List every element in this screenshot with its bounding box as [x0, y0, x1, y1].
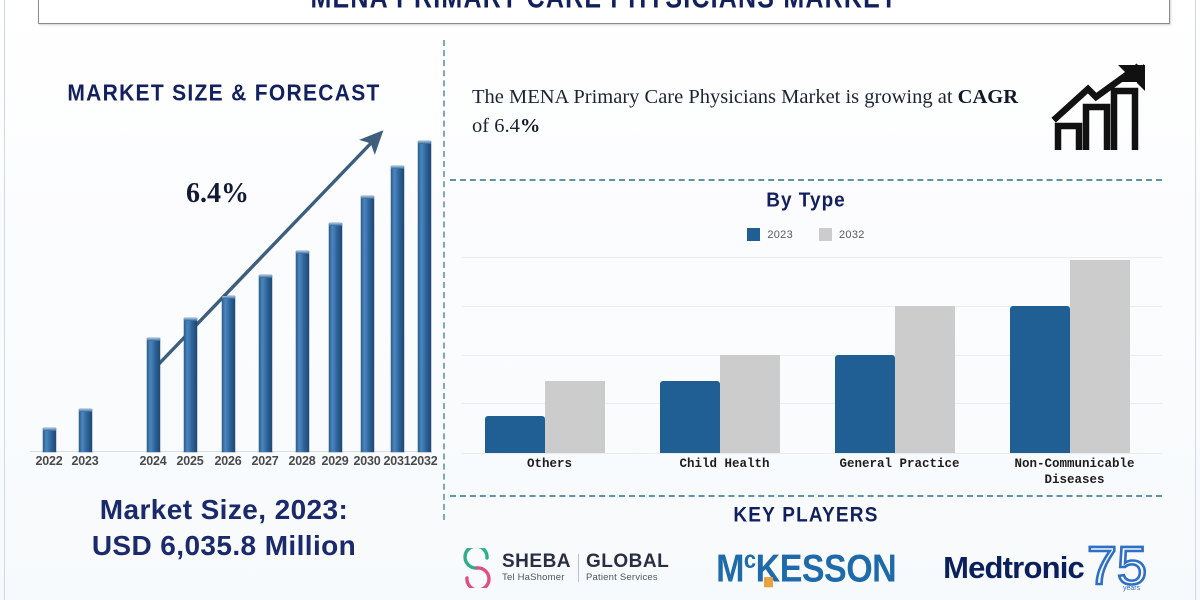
cagr-statement: The MENA Primary Care Physicians Market …	[472, 83, 1032, 141]
global-name: GLOBAL	[586, 551, 670, 572]
by-type-chart	[462, 248, 1162, 454]
sheba-tagline: Tel HaShomer	[502, 572, 565, 583]
market-size-bar	[328, 223, 342, 452]
sheba-wordmark: SHEBA Tel HaShomer GLOBAL Patient Servic…	[502, 552, 669, 584]
market-size-bar	[258, 274, 272, 452]
year-label: 2027	[251, 454, 279, 468]
mckesson-c: c	[743, 544, 756, 574]
sheba-name: SHEBA	[502, 551, 572, 572]
year-label: 2028	[288, 454, 316, 468]
gridline	[462, 453, 1162, 454]
year-label: 2022	[35, 454, 63, 468]
gridline	[462, 306, 1162, 308]
by-type-bar	[894, 306, 955, 453]
key-players-logos: SHEBA Tel HaShomer GLOBAL Patient Servic…	[450, 538, 1176, 598]
market-size-label: Market Size, 2023:	[99, 494, 349, 525]
global-column: GLOBAL Patient Services	[586, 552, 669, 584]
market-size-bar	[183, 318, 197, 452]
category-label: General Practice	[839, 457, 960, 471]
market-size-forecast-chart	[22, 122, 432, 452]
legend-swatch	[819, 228, 832, 241]
market-size-bar	[42, 428, 56, 452]
legend-item: 2032	[819, 228, 865, 241]
by-type-bar	[1009, 306, 1070, 453]
year-label: 2026	[214, 454, 242, 468]
year-label: 2029	[321, 454, 349, 468]
market-size-panel: MARKET SIZE & FORECAST 6.4% 2022 2023 2024…	[8, 30, 440, 600]
by-type-bar	[544, 380, 605, 453]
gridline	[462, 403, 1162, 405]
market-size-bar	[78, 408, 92, 452]
year-label: 2023	[71, 454, 99, 468]
growth-bar-chart-arrow-icon	[1051, 63, 1145, 150]
market-size-value: Market Size, 2023: USD 6,035.8 Million	[8, 492, 440, 564]
medtronic-logo: Medtronic 75 years	[943, 540, 1176, 596]
by-type-bar	[834, 354, 895, 453]
by-type-title: By Type	[766, 189, 846, 212]
mckesson-kesson: KESSON	[755, 546, 897, 591]
sheba-column: SHEBA Tel HaShomer	[502, 552, 571, 584]
medtronic-75-anniversary-icon: 75 years	[1086, 540, 1148, 596]
legend-label: 2032	[839, 228, 865, 241]
by-type-legend: 2023 2032	[450, 228, 1162, 241]
market-size-amount: USD 6,035.8 Million	[91, 530, 357, 561]
legend-swatch	[747, 228, 761, 241]
year-label: 2024	[139, 454, 167, 468]
by-type-bar	[1069, 260, 1130, 453]
legend-item: 2023	[747, 228, 793, 241]
market-size-bar	[221, 296, 235, 452]
mckesson-accent-dot	[764, 576, 774, 587]
title-banner: MENA PRIMARY CARE PHYSICIANS MARKET	[38, 0, 1170, 24]
medtronic-wordmark: Medtronic	[943, 550, 1085, 585]
statement-emphasis-cagr: CAGR	[957, 86, 1019, 108]
by-type-bar	[659, 380, 720, 453]
vertical-divider	[443, 40, 445, 520]
market-size-bar	[146, 337, 160, 452]
gridline	[462, 256, 1162, 258]
gridline	[462, 354, 1162, 356]
market-size-bar	[360, 195, 374, 452]
year-axis-labels: 2022 2023 2024 2025 2026 2027 2028 2029 2030 2031…	[22, 454, 437, 476]
market-size-heading: MARKET SIZE & FORECAST	[67, 80, 381, 107]
year-label: 2031	[383, 454, 411, 468]
statement-part-2: of 6.4	[472, 115, 520, 137]
medtronic-years-label: years	[1123, 585, 1141, 592]
medtronic-75-number: 75	[1087, 540, 1147, 596]
sheba-global-logo: SHEBA Tel HaShomer GLOBAL Patient Servic…	[450, 548, 669, 588]
mckesson-logo: McKESSON	[716, 544, 897, 592]
year-label: 2032	[410, 454, 438, 468]
frame-line-right	[1195, 0, 1196, 600]
mckesson-m: M	[716, 546, 744, 591]
sheba-s-mark-icon	[463, 548, 491, 588]
statement-emphasis-percent: %	[519, 115, 541, 137]
horizontal-divider-bottom	[450, 495, 1162, 497]
by-type-bar	[719, 354, 780, 453]
frame-line-left	[4, 0, 5, 600]
horizontal-divider-top	[450, 179, 1162, 181]
market-size-bar	[417, 140, 431, 452]
category-label: Child Health	[679, 457, 770, 471]
page-title: MENA PRIMARY CARE PHYSICIANS MARKET	[311, 0, 898, 16]
market-size-bar	[390, 166, 404, 452]
year-label: 2030	[353, 454, 381, 468]
category-label: Others	[526, 457, 572, 471]
legend-label: 2023	[767, 228, 793, 241]
by-type-category-labels: Others Child Health General Practice Non-Co…	[462, 456, 1162, 496]
global-tagline: Patient Services	[586, 572, 658, 583]
statement-part-1: The MENA Primary Care Physicians Market …	[472, 86, 958, 108]
category-label: Non-Communicable Diseases	[1014, 457, 1135, 487]
sheba-divider	[578, 554, 580, 582]
year-label: 2025	[176, 454, 204, 468]
market-size-bar	[295, 251, 309, 452]
key-players-title: KEY PLAYERS	[733, 503, 879, 527]
by-type-bar	[484, 415, 545, 453]
